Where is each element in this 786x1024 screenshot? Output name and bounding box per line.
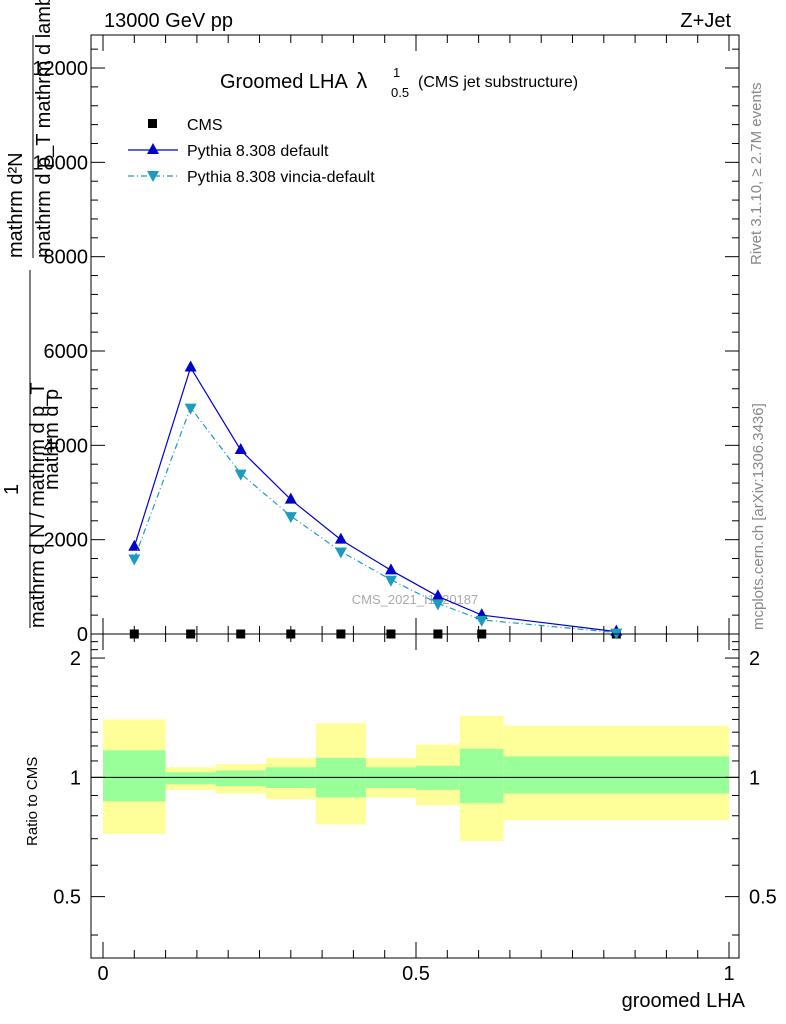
data-point-pythia-8-308-default [431,589,444,601]
data-point-pythia-8-308-vincia-default [234,469,247,481]
main-panel: 0 2000 4000 6000 8000 10000 12000 CMS_2021_I19… [32,34,740,646]
ratio-y-tick-label-right: 1 [749,767,760,789]
legend-marker-cms [148,119,157,128]
legend-label-cms: CMS [187,117,223,134]
legend-label-default: Pythia 8.308 default [187,143,329,160]
data-point-pythia-8-308-default [334,532,347,544]
legend-label-vincia: Pythia 8.308 vincia-default [187,169,375,186]
data-point-pythia-8-308-vincia-default [128,554,141,566]
data-point-pythia-8-308-vincia-default [334,547,347,559]
ratio-inner-band [503,756,729,794]
legend-marker-vincia [147,171,159,182]
ratio-inner-band [165,772,216,785]
main-y-tick-label: 10000 [32,152,88,174]
legend-marker-default [147,143,159,154]
x-axis-label: groomed LHA [622,990,746,1012]
ratio-y-tick-label-right: 0.5 [749,887,777,909]
main-y-axis-label: mathrm d²N mathrm d p_T mathrm d lambda … [1,0,63,628]
ylabel-prefix: 1 [1,484,23,495]
data-point-pythia-8-308-vincia-default [184,403,197,415]
main-y-tick-label: 4000 [44,435,89,457]
ratio-inner-band [103,750,166,802]
ylabel-main: mathrm d N / mathrm d p_T [27,382,49,628]
x-tick-label: 0.5 [402,963,430,985]
mcplots-label: mcplots.cern.ch [arXiv:1306.3436] [750,403,767,630]
data-point-pythia-8-308-default [128,539,141,551]
rivet-label: Rivet 3.1.10, ≥ 2.7M events [748,83,765,266]
ratio-inner-band [459,748,504,804]
ylabel-den: mathrm d p_T mathrm d lambda [33,0,55,258]
chart-subtitle: (CMS jet substructure) [418,74,578,91]
ratio-y-ticks: 0.5 0.5 1 1 2 2 [53,641,777,936]
main-y-tick-label: 8000 [44,247,89,269]
process-label: Z+Jet [680,10,731,32]
main-y-tick-label: 0 [77,624,88,646]
x-tick-label: 1 [723,963,734,985]
ylabel-num: mathrm d²N [5,152,27,258]
ratio-y-tick-label-left: 0.5 [53,887,81,909]
title-superscript: 1 [393,65,400,80]
chart-title: Groomed LHA λ 1 0.5 (CMS jet substructur… [220,65,578,100]
ratio-bands [103,715,729,842]
ratio-frame [90,633,740,959]
data-point-pythia-8-308-vincia-default [384,575,397,587]
data-point-pythia-8-308-vincia-default [284,512,297,524]
data-point-pythia-8-308-vincia-default [431,599,444,611]
data-point-pythia-8-308-default [234,443,247,455]
title-lambda: λ [356,68,367,93]
svg-text:Groomed LHA λ: Groomed LHA λ [220,68,367,93]
ratio-y-tick-label-left: 1 [70,767,81,789]
main-x-ticks [102,35,730,634]
ratio-x-ticks: 0 0.5 1 [97,634,735,985]
ylabel-corner: mathrm d p [41,389,63,490]
ratio-y-tick-label-right: 2 [749,648,760,670]
title-subscript: 0.5 [391,85,409,100]
legend: CMS Pythia 8.308 default Pythia 8.308 vi… [128,117,375,186]
ratio-panel: 0.5 0.51 12 2 0 0.5 1 Ratio to CMS groomed LH… [24,633,777,1012]
ratio-inner-band [215,770,266,787]
energy-label: 13000 GeV pp [104,10,233,32]
ratio-y-label: Ratio to CMS [24,757,41,846]
data-point-pythia-8-308-vincia-default [475,615,488,627]
data-point-pythia-8-308-default [384,563,397,575]
main-y-tick-label: 6000 [44,341,89,363]
title-text: Groomed LHA [220,71,348,93]
main-y-tick-label: 2000 [44,530,89,552]
main-y-tick-label: 12000 [32,58,88,80]
data-point-pythia-8-308-default [284,492,297,504]
main-y-ticks: 0 2000 4000 6000 8000 10000 12000 [32,48,739,646]
series-line-pythia-8-308-vincia-default [133,406,617,634]
x-tick-label: 0 [97,963,108,985]
watermark: CMS_2021_I1920187 [352,592,479,607]
data-point-pythia-8-308-default [184,360,197,372]
ratio-y-tick-label-left: 2 [70,648,81,670]
